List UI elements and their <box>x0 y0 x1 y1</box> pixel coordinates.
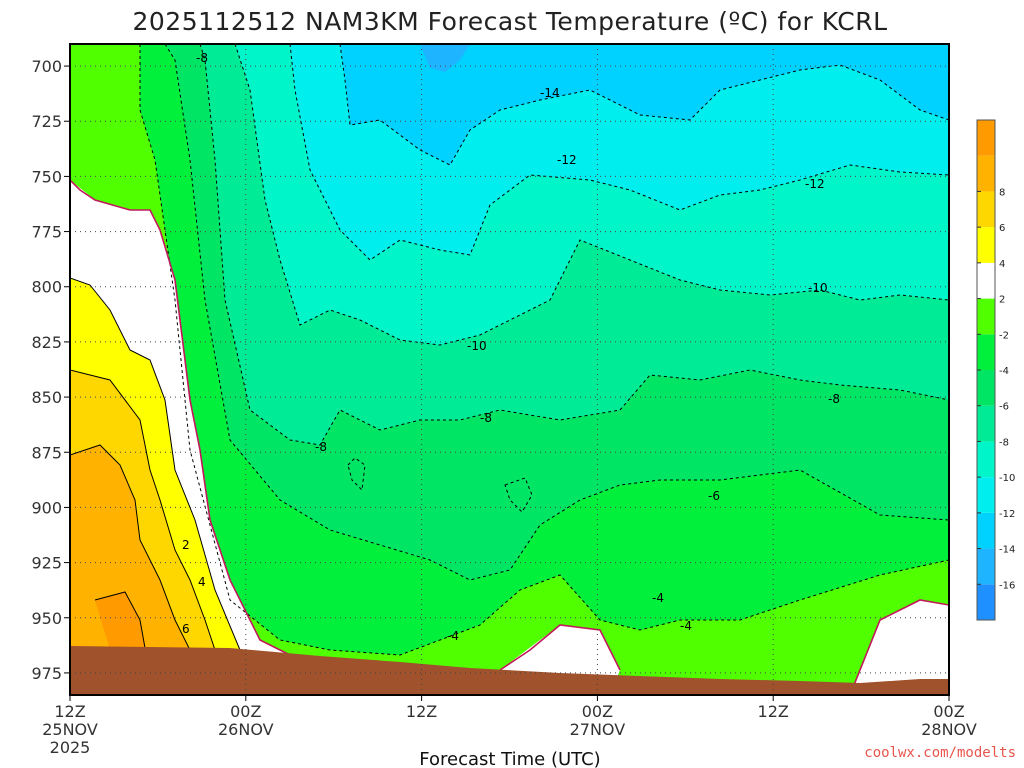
colorbar-label: 2 <box>999 295 1005 306</box>
x-tick-label: 25NOV <box>42 720 98 739</box>
x-tick-label: 2025 <box>50 738 91 757</box>
contour-label: -8 <box>196 51 208 65</box>
contour-label: -10 <box>808 281 828 295</box>
contour-minus8 <box>199 44 949 446</box>
contour-label: -12 <box>805 177 825 191</box>
x-axis-title: Forecast Time (UTC) <box>419 749 600 768</box>
colorbar-swatch <box>977 370 995 406</box>
colorbar-swatch <box>977 477 995 513</box>
contour-label: -6 <box>708 489 720 503</box>
x-tick-label: 00Z <box>230 702 261 721</box>
colorbar-label: -8 <box>999 437 1009 448</box>
contour-labels: -14 -12 -12 -10 -10 -8 -8 -8 -6 -4 -4 -4… <box>182 51 840 643</box>
y-tick-label: 800 <box>31 278 62 297</box>
contour-label: -8 <box>480 411 492 425</box>
contour-label: -14 <box>540 86 560 100</box>
contour-minus6-island <box>504 477 533 513</box>
colorbar-label: 6 <box>999 223 1005 234</box>
colorbar-swatch <box>977 441 995 478</box>
colorbar-label: -10 <box>999 473 1015 484</box>
x-tick-label: 00Z <box>582 702 613 721</box>
colorbar-swatch <box>977 155 995 192</box>
y-tick-label: 825 <box>31 333 62 352</box>
x-tick-label: 27NOV <box>570 720 626 739</box>
x-tick-label: 12Z <box>758 702 789 721</box>
colorbar: -16 -14 -12 -10 -8 -6 -4 -2 2 4 6 8 <box>976 119 1015 621</box>
y-tick-label: 850 <box>31 388 62 407</box>
band-minus16 <box>420 44 470 72</box>
contour-label: 2 <box>182 538 190 552</box>
y-tick-label: 900 <box>31 498 62 517</box>
x-tick-label: 12Z <box>54 702 85 721</box>
freezing-line-right <box>849 599 949 695</box>
band-minus14 <box>340 44 949 165</box>
contour-plus4 <box>70 369 216 651</box>
colorbar-swatch <box>977 405 995 442</box>
colorbar-swatch <box>977 191 995 228</box>
x-tick-label: 28NOV <box>921 720 977 739</box>
colorbar-swatch <box>977 584 995 620</box>
y-tick-label: 925 <box>31 554 62 573</box>
colorbar-label: -16 <box>999 580 1015 591</box>
y-tick-label: 725 <box>31 112 62 131</box>
colorbar-swatch <box>977 262 995 299</box>
contour-plus6 <box>70 444 191 651</box>
contour-label: -8 <box>828 392 840 406</box>
contour-minus8-island <box>347 457 366 492</box>
colorbar-label: -6 <box>999 402 1009 413</box>
contour-label: -12 <box>557 153 577 167</box>
colorbar-label: -14 <box>999 545 1015 556</box>
y-axis: 700 725 750 775 800 825 850 875 900 925 950 975 <box>31 57 70 683</box>
grid <box>70 44 949 695</box>
colorbar-swatch <box>977 120 995 156</box>
contour-label: -10 <box>467 339 487 353</box>
contour-label: 6 <box>182 622 190 636</box>
colorbar-swatch <box>977 298 995 335</box>
plot-area <box>70 44 949 695</box>
contour-minus12 <box>289 44 949 261</box>
colorbar-label: -2 <box>999 330 1009 341</box>
colorbar-swatch <box>977 334 995 370</box>
chart-title: 2025112512 NAM3KM Forecast Temperature (… <box>132 7 887 36</box>
x-tick-label: 00Z <box>933 702 964 721</box>
freezing-line-middle <box>499 624 621 671</box>
pocket-above-freezing-2 <box>850 600 949 695</box>
colorbar-swatch <box>977 227 995 263</box>
contour-minus4 <box>139 44 949 656</box>
x-tick-label: 12Z <box>406 702 437 721</box>
colorbar-label: -12 <box>999 509 1015 520</box>
contour-label: -4 <box>652 591 664 605</box>
colorbar-swatch <box>977 512 995 549</box>
contour-label: 4 <box>198 575 206 589</box>
contour-plus8 <box>94 591 146 649</box>
colorbar-label: -4 <box>999 366 1009 377</box>
y-tick-label: 750 <box>31 167 62 186</box>
x-tick-label: 26NOV <box>218 720 274 739</box>
credit-text[interactable]: coolwx.com/modelts <box>864 745 1016 761</box>
y-tick-label: 775 <box>31 223 62 242</box>
colorbar-label: 8 <box>999 187 1005 198</box>
contour-plus2 <box>70 277 241 651</box>
contour-label: -4 <box>680 619 692 633</box>
y-tick-label: 975 <box>31 664 62 683</box>
y-tick-label: 875 <box>31 443 62 462</box>
y-tick-label: 700 <box>31 57 62 76</box>
colorbar-label: 4 <box>999 259 1005 270</box>
negative-contours <box>139 44 949 656</box>
freezing-lines <box>70 179 949 695</box>
contour-minus6 <box>164 44 949 581</box>
freezing-line-left <box>70 179 301 661</box>
contour-label: -4 <box>447 629 459 643</box>
contour-label: -8 <box>315 440 327 454</box>
y-tick-label: 950 <box>31 609 62 628</box>
colorbar-swatch <box>977 548 995 585</box>
ground-surface <box>70 646 949 695</box>
plot-frame <box>69 43 950 696</box>
positive-contours <box>70 277 241 651</box>
